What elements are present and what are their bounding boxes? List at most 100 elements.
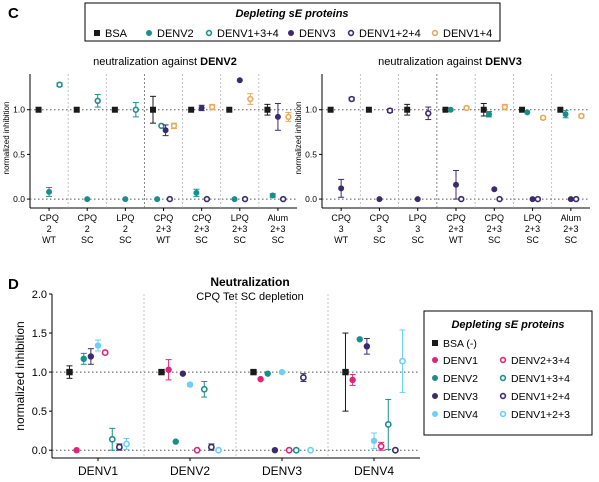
panel-d-subtitle: CPQ Tet SC depletion: [196, 291, 303, 303]
panel-c-right-title-bold: DENV3: [485, 56, 522, 68]
d-plot-point-denv4: [186, 381, 194, 388]
panel-d-plot: 2.0 1.5 1.0 0.5 0.0 DENV1 DENV2 DENV3 DENV4: [32, 289, 420, 478]
panel-c-left-title-bold: DENV2: [200, 56, 237, 68]
c2-plot-ytick-label-1-0: 1.0: [305, 105, 317, 115]
legend-c-marker-denv3: [288, 30, 294, 36]
d-plot-ytick-label-1-5: 1.5: [32, 328, 47, 340]
d-plot-ytick-label-1-0: 1.0: [32, 367, 47, 379]
panel-c-right-title-prefix: neutralization against: [378, 56, 485, 68]
c2-plot-xtick-label-3: 3: [377, 224, 382, 234]
c2-plot-xtick-label-sc: SC: [411, 235, 424, 245]
d-plot-point-denv1-2-3: [215, 446, 222, 454]
c2-plot-point-denv2: [562, 111, 569, 118]
c1-plot-ytick-label-0-5: 0.5: [13, 149, 25, 159]
c1-plot-point-denv1-3-4: [94, 97, 101, 105]
c1-plot-xtick-label-sc: SC: [119, 235, 132, 245]
panel-c-letter: C: [8, 5, 19, 22]
d-plot-point-denv2: [264, 370, 271, 377]
c2-plot-point-denv3: [567, 196, 574, 203]
c1-plot-point-denv1-2-4: [203, 195, 211, 203]
c2-plot-point-denv1-4: [501, 103, 509, 111]
d-plot-point-denv4: [94, 342, 102, 349]
c1-plot-point-denv2: [269, 192, 276, 199]
c1-plot-xtick-label-lpq: LPQ: [116, 213, 134, 223]
d-plot-point-denv2: [356, 336, 363, 343]
d-plot-point-denv1-2-3: [307, 446, 314, 454]
d-plot-point-denv2-3-4: [377, 442, 385, 450]
c1-plot-xtick-label-2-3: 2+3: [194, 224, 209, 234]
d-plot-ytick-label-0-0: 0.0: [32, 445, 47, 457]
c1-plot-point-denv2: [231, 196, 238, 203]
c1-plot-point-denv2: [122, 196, 129, 203]
d-plot-xtick-label-denv1: DENV1: [78, 464, 118, 478]
c1-plot-xtick-label-sc: SC: [81, 235, 94, 245]
c2-plot-xtick-label-2-3: 2+3: [487, 224, 502, 234]
c1-plot-point-bsa: [264, 106, 271, 113]
c1-plot-xtick-label-2: 2: [85, 224, 90, 234]
c2-plot-point-denv1-2-4: [425, 110, 432, 117]
d-plot-point-denv1-2-4: [391, 446, 399, 454]
c2-plot-xtick-label-cpq: CPQ: [331, 213, 351, 223]
d-plot-point-denv1-2-3: [123, 440, 130, 448]
c1-plot-point-denv1-3-4: [56, 81, 63, 88]
legend-d-marker-denv1-3-4: [499, 374, 507, 382]
c1-plot-point-denv1-3-4: [132, 106, 140, 113]
c2-plot-point-denv1-4: [578, 112, 585, 120]
legend-d-label-denv1: DENV1: [443, 355, 478, 367]
c2-plot-point-denv2: [524, 109, 531, 116]
legend-d-label-denv1-2-3: DENV1+2+3: [511, 409, 570, 421]
c1-plot-point-bsa: [111, 106, 118, 113]
c1-plot-point-bsa: [150, 106, 157, 113]
d-plot-point-denv1-3-4: [108, 435, 116, 443]
legend-d-label-bsa: BSA (-): [443, 338, 477, 350]
c2-plot-xtick-label-wt: WT: [334, 235, 348, 245]
panel-d-legend-box: [423, 310, 593, 436]
d-plot-point-denv1-2-4: [207, 443, 215, 451]
legend-c-label-denv3: DENV3: [299, 28, 336, 40]
c2-plot-point-denv3: [491, 186, 498, 193]
c1-plot-xtick-label-cpq: CPQ: [77, 213, 97, 223]
c2-plot-xtick-label-lpq: LPQ: [409, 213, 427, 223]
c1-plot-point-denv1-3-4: [158, 122, 165, 130]
legend-d-label-denv2: DENV2: [443, 373, 478, 385]
legend-c-label-denv1-4: DENV1+4: [443, 28, 492, 40]
d-plot-point-denv1-3-4: [384, 421, 392, 428]
c2-plot-point-denv1-2-4: [496, 195, 503, 203]
panel-c-legend: Depleting sE proteins BSA DENV2 DENV1+3+4 D…: [84, 2, 501, 42]
legend-d-marker-denv2: [432, 375, 438, 381]
c2-plot-point-denv1-2-4: [348, 95, 355, 103]
legend-c-label-denv2: DENV2: [157, 28, 194, 40]
c2-plot-xtick-label-cpq: CPQ: [446, 213, 466, 223]
d-plot-point-denv2-3-4: [285, 446, 293, 454]
c1-plot-xtick-label-wt: WT: [42, 235, 56, 245]
legend-d-marker-denv1-2-3: [499, 410, 507, 418]
c1-plot-xtick-label-2: 2: [123, 224, 128, 234]
legend-d-marker-denv3: [432, 393, 438, 399]
d-plot-ytick-label-2-0: 2.0: [32, 289, 47, 301]
c2-plot-point-denv1-4: [539, 114, 547, 121]
c2-plot-point-bsa: [442, 106, 449, 113]
c2-plot-point-denv2: [447, 106, 454, 113]
legend-c-label-bsa: BSA: [105, 28, 128, 40]
legend-d-label-denv4: DENV4: [443, 409, 478, 421]
panel-c-left-title: neutralization against DENV2: [93, 56, 237, 68]
c2-plot-xtick-label-cpq: CPQ: [485, 213, 505, 223]
c2-plot-point-bsa: [519, 106, 526, 113]
d-plot-point-bsa: [66, 368, 73, 376]
c1-plot-xtick-label-sc: SC: [272, 235, 285, 245]
legend-c-label-denv1-2-4: DENV1+2+4: [359, 28, 421, 40]
c2-plot-xtick-label-alum: Alum: [561, 213, 582, 223]
legend-c-marker-denv2: [146, 30, 152, 36]
c2-plot-point-denv2: [486, 111, 493, 118]
c2-plot-point-denv1-2-4: [534, 195, 542, 203]
c1-plot-xtick-label-alum: Alum: [268, 213, 289, 223]
d-plot-point-denv1: [165, 366, 172, 373]
c2-plot-point-bsa: [480, 106, 487, 113]
c2-plot-xtick-label-sc: SC: [488, 235, 501, 245]
panel-c-right-ylabel: normalized inhibition: [294, 102, 303, 175]
panel-c-left-plot: neutralization against DENV2 normalized …: [2, 56, 297, 245]
c2-plot-point-denv3: [376, 196, 383, 203]
d-plot-ytick-label-0-5: 0.5: [32, 406, 47, 418]
c1-plot-xtick-label-2-3: 2+3: [270, 224, 285, 234]
